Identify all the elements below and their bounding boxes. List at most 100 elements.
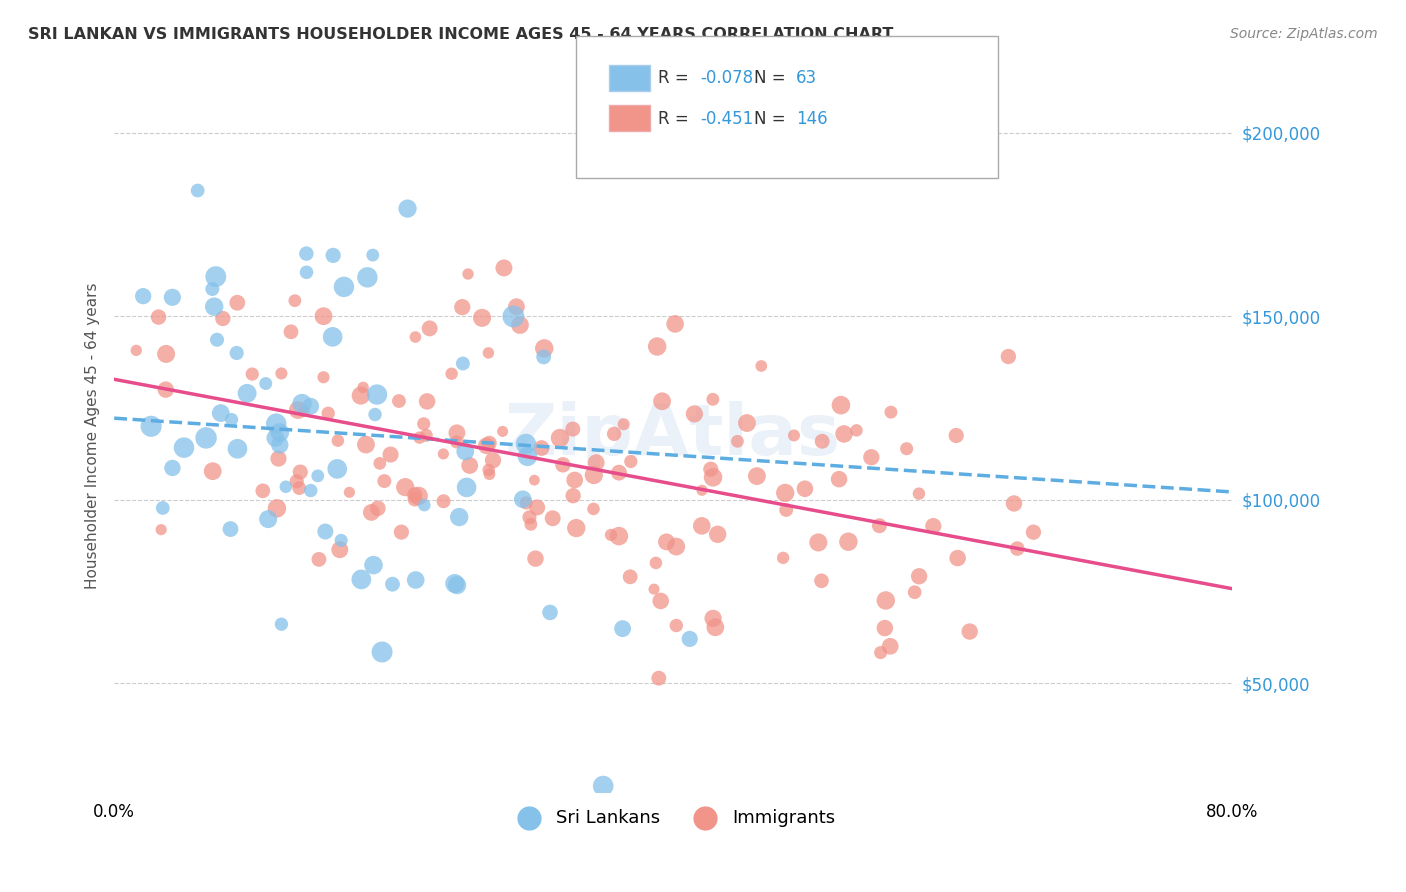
Point [316, 406, 339, 420]
Point [582, 468, 605, 483]
Point [389, 525, 412, 540]
Point [225, 346, 247, 360]
Point [896, 442, 918, 456]
Point [620, 454, 643, 468]
Point [655, 534, 678, 549]
Point [446, 425, 468, 440]
Point [416, 394, 439, 409]
Point [837, 534, 859, 549]
Point [187, 184, 209, 198]
Point [946, 551, 969, 566]
Point [664, 317, 686, 331]
Point [139, 419, 162, 434]
Point [269, 425, 291, 440]
Text: R =: R = [658, 110, 695, 128]
Point [290, 465, 312, 479]
Point [451, 300, 474, 314]
Point [783, 428, 806, 442]
Point [267, 451, 290, 466]
Point [773, 486, 796, 500]
Point [745, 469, 768, 483]
Point [879, 640, 901, 654]
Point [371, 645, 394, 659]
Point [526, 500, 548, 515]
Point [561, 422, 583, 436]
Point [432, 494, 454, 508]
Point [162, 290, 184, 304]
Point [548, 431, 571, 445]
Point [959, 624, 981, 639]
Point [405, 573, 427, 587]
Point [339, 485, 361, 500]
Point [505, 300, 527, 314]
Point [533, 342, 555, 356]
Point [408, 431, 430, 445]
Point [363, 558, 385, 573]
Point [155, 347, 177, 361]
Point [533, 350, 555, 364]
Point [299, 399, 322, 413]
Point [530, 441, 553, 455]
Point [1007, 541, 1029, 556]
Point [516, 450, 538, 464]
Text: -0.078: -0.078 [700, 70, 754, 87]
Point [645, 556, 668, 570]
Point [612, 622, 634, 636]
Point [132, 289, 155, 303]
Point [394, 480, 416, 494]
Point [482, 453, 505, 467]
Point [440, 367, 463, 381]
Point [945, 428, 967, 442]
Point [252, 483, 274, 498]
Point [702, 611, 724, 625]
Point [810, 574, 832, 588]
Point [520, 517, 543, 532]
Text: R =: R = [658, 70, 695, 87]
Point [270, 367, 292, 381]
Text: 146: 146 [796, 110, 827, 128]
Point [908, 569, 931, 583]
Point [704, 620, 727, 634]
Text: SRI LANKAN VS IMMIGRANTS HOUSEHOLDER INCOME AGES 45 - 64 YEARS CORRELATION CHART: SRI LANKAN VS IMMIGRANTS HOUSEHOLDER INC… [28, 27, 893, 42]
Point [880, 405, 903, 419]
Point [457, 267, 479, 281]
Point [702, 392, 724, 407]
Point [312, 370, 335, 384]
Point [312, 309, 335, 323]
Point [125, 343, 148, 358]
Point [195, 431, 218, 445]
Point [690, 519, 713, 533]
Point [492, 260, 515, 275]
Point [333, 280, 356, 294]
Point [366, 387, 388, 401]
Point [295, 265, 318, 279]
Point [1022, 525, 1045, 540]
Point [396, 202, 419, 216]
Point [478, 436, 501, 450]
Point [451, 357, 474, 371]
Point [173, 441, 195, 455]
Point [645, 339, 668, 353]
Point [471, 310, 494, 325]
Point [706, 527, 728, 541]
Point [651, 394, 673, 409]
Point [875, 593, 897, 607]
Legend: Sri Lankans, Immigrants: Sri Lankans, Immigrants [503, 802, 842, 834]
Point [264, 417, 287, 431]
Point [162, 461, 184, 475]
Text: 63: 63 [796, 70, 817, 87]
Text: ZipAtlas: ZipAtlas [505, 401, 841, 470]
Point [373, 474, 395, 488]
Point [204, 269, 226, 284]
Point [322, 330, 344, 344]
Point [519, 510, 541, 524]
Point [285, 475, 308, 489]
Point [155, 383, 177, 397]
Point [454, 444, 477, 458]
Point [219, 522, 242, 536]
Point [264, 431, 287, 445]
Y-axis label: Householder Income Ages 45 - 64 years: Householder Income Ages 45 - 64 years [86, 282, 100, 589]
Point [679, 632, 702, 646]
Point [269, 438, 291, 452]
Point [326, 462, 349, 476]
